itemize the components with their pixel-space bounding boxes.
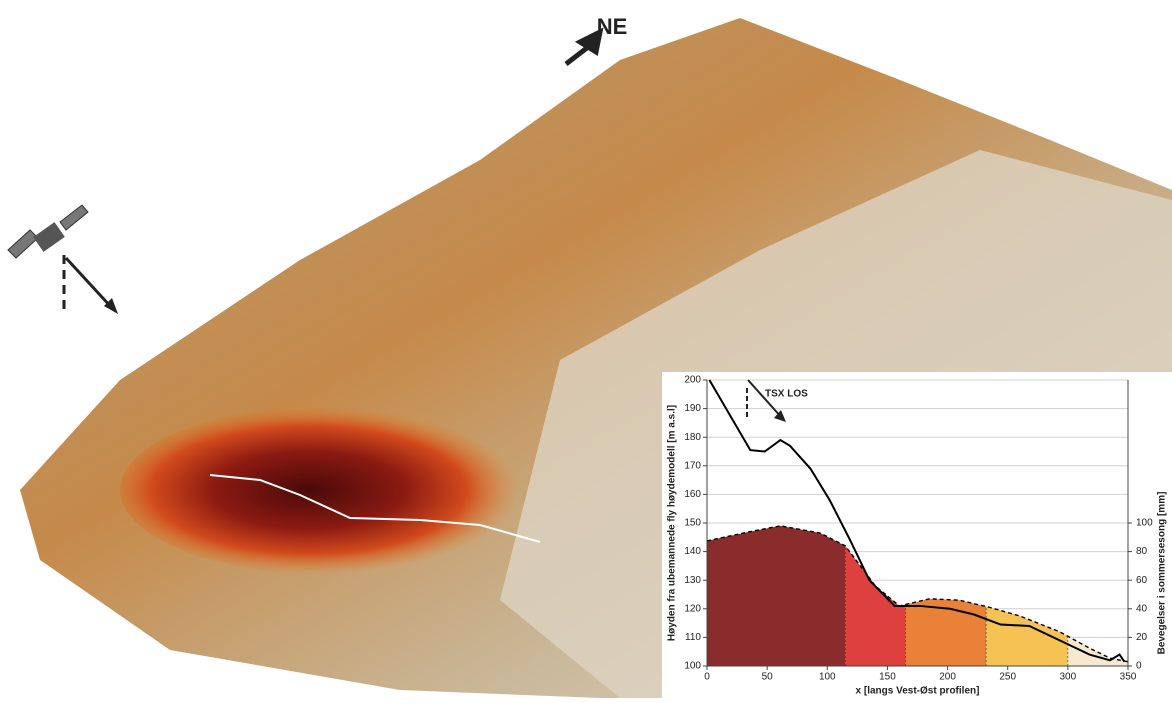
x-tick-label: 250 xyxy=(999,672,1016,683)
page: NE 100 110 120 130 140 150 160 170 180 190 200 0 20 4… xyxy=(0,0,1172,698)
y2-axis-label: Bevegelser i sommersesong [mm] xyxy=(1157,492,1168,655)
y-tick-label: 110 xyxy=(685,632,701,643)
displacement-area xyxy=(120,405,540,575)
y2-tick-label: 80 xyxy=(1136,546,1148,557)
y-tick-label: 170 xyxy=(684,460,701,471)
y-tick-label: 180 xyxy=(684,432,701,443)
y-tick-label: 120 xyxy=(684,603,701,614)
x-tick-label: 200 xyxy=(939,672,956,683)
y2-tick-label: 100 xyxy=(1136,518,1153,529)
direction-label: NE xyxy=(597,14,628,39)
x-tick-label: 50 xyxy=(762,672,774,683)
x-tick-label: 150 xyxy=(879,672,896,683)
y-tick-label: 100 xyxy=(684,661,701,672)
y-tick-label: 140 xyxy=(684,546,701,557)
x-tick-label: 100 xyxy=(819,672,836,683)
y-tick-label: 130 xyxy=(684,575,701,586)
y-tick-label: 200 xyxy=(684,375,701,386)
y-tick-label: 150 xyxy=(684,518,701,529)
x-tick-label: 300 xyxy=(1060,672,1077,683)
y2-tick-label: 20 xyxy=(1136,632,1148,643)
y2-tick-label: 40 xyxy=(1136,603,1148,614)
x-tick-label: 0 xyxy=(704,672,710,683)
y2-tick-label: 0 xyxy=(1136,661,1142,672)
x-axis-label: x [langs Vest-Øst profilen] xyxy=(856,686,980,697)
y-tick-label: 190 xyxy=(684,403,701,414)
y2-tick-label: 60 xyxy=(1136,575,1148,586)
chart: 100 110 120 130 140 150 160 170 180 190 200 0 20 40 60… xyxy=(662,372,1172,698)
y-tick-label: 160 xyxy=(684,489,701,500)
direction-arrow xyxy=(566,32,600,64)
annotation: TSX LOS xyxy=(765,389,808,400)
x-tick-label: 350 xyxy=(1120,672,1137,683)
y-axis-label: Høyden fra ubemannede fly høydemodell [m… xyxy=(667,405,678,641)
satellite-icon xyxy=(8,205,118,314)
